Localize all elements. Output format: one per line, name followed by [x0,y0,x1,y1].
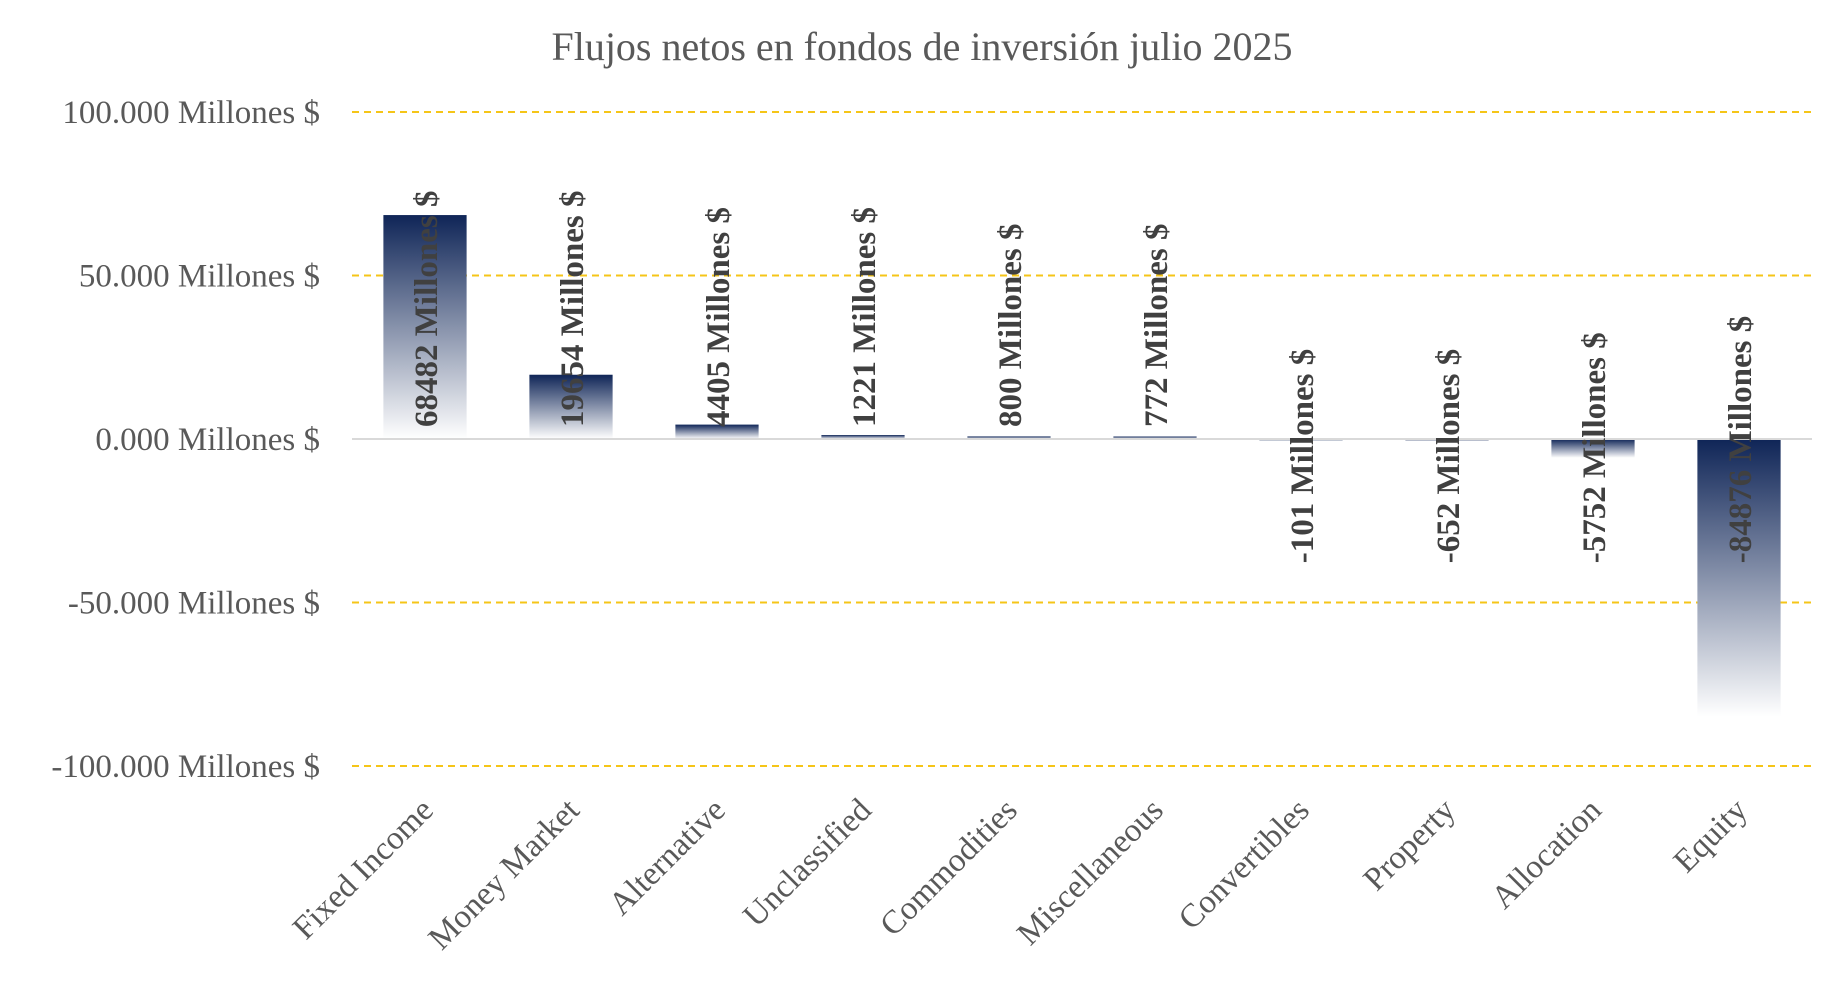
data-label: -652 Millones $ [1431,349,1467,563]
x-tick-label: Commodities [873,792,1024,943]
data-label: 19654 Millones $ [555,191,591,428]
data-label: 772 Millones $ [1139,224,1175,428]
bar [967,436,1051,439]
data-label: 1221 Millones $ [847,207,883,427]
x-tick-label: Alternative [602,792,732,922]
x-tick-label: Equity [1667,792,1755,880]
bar [1697,439,1781,717]
x-tick-label: Money Market [422,792,587,957]
x-tick-label: Fixed Income [286,792,440,946]
bar [383,215,467,439]
bar [1113,436,1197,439]
bar [675,424,759,439]
y-tick-label: -50.000 Millones $ [68,586,320,622]
bar [821,435,905,439]
x-tick-label: Unclassified [737,792,879,934]
x-tick-label: Property [1357,792,1463,898]
bar [529,374,613,439]
bar [1405,439,1489,442]
y-axis-ticks: 100.000 Millones $ 50.000 Millones $ 0.000… [51,95,320,785]
data-label: -84876 Millones $ [1723,316,1759,563]
x-tick-label: Convertibles [1172,792,1317,937]
bar [1551,439,1635,458]
data-label: 68482 Millones $ [409,191,445,428]
bars [383,215,1781,717]
x-tick-label: Allocation [1485,792,1609,916]
chart-title: Flujos netos en fondos de inversión juli… [551,24,1292,69]
y-tick-label: 0.000 Millones $ [95,422,320,458]
data-label: -101 Millones $ [1285,349,1321,563]
data-label: 800 Millones $ [993,224,1029,428]
data-label: 4405 Millones $ [701,207,737,427]
data-label: -5752 Millones $ [1577,332,1613,563]
x-tick-label: Miscellaneous [1010,792,1170,952]
gridlines [352,111,1812,767]
y-tick-label: -100.000 Millones $ [51,749,320,785]
y-tick-label: 50.000 Millones $ [79,259,320,295]
y-tick-label: 100.000 Millones $ [62,95,320,131]
data-labels: 68482 Millones $ 19654 Millones $ 4405 Mil… [409,191,1759,564]
